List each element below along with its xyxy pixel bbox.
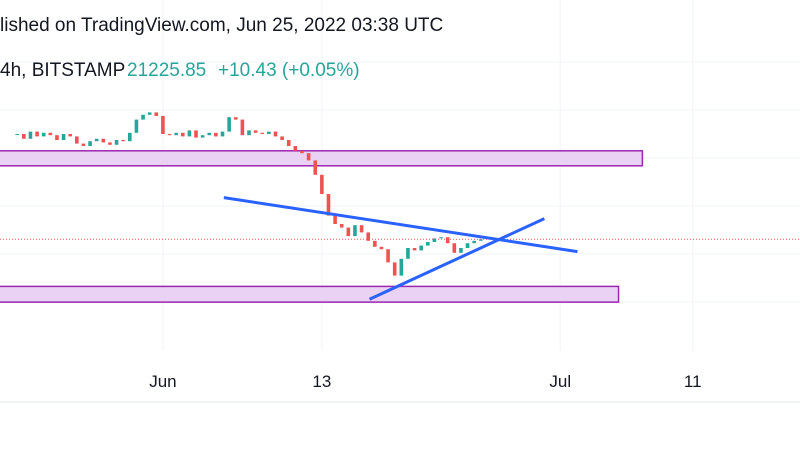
candle	[373, 240, 377, 247]
candle	[273, 131, 278, 137]
candle	[240, 119, 245, 136]
candle	[267, 131, 271, 134]
candle	[366, 232, 371, 241]
candle	[399, 258, 404, 276]
candle	[260, 132, 265, 134]
candle	[108, 142, 112, 145]
candle	[61, 134, 66, 140]
candle	[392, 262, 397, 276]
candle	[194, 130, 198, 138]
candle	[15, 134, 20, 135]
candle	[406, 248, 410, 259]
candle	[141, 114, 145, 120]
candle	[214, 132, 218, 137]
candle	[253, 130, 258, 133]
candle	[121, 140, 125, 142]
candle	[55, 135, 59, 140]
candle	[432, 238, 437, 242]
candle	[247, 130, 251, 136]
symbol: 4h, BITSTAMP	[0, 60, 125, 81]
candle	[346, 227, 351, 236]
candle	[81, 143, 86, 146]
candle	[379, 246, 384, 250]
candle	[227, 117, 231, 132]
price-change: +10.43 (+0.05%)	[218, 60, 360, 81]
candle	[359, 225, 364, 233]
candle	[300, 150, 304, 154]
candle	[207, 132, 212, 136]
candle	[28, 131, 33, 139]
candle	[180, 132, 185, 137]
candle	[233, 117, 238, 120]
trend-line	[368, 217, 545, 301]
zone	[0, 150, 644, 167]
candle	[445, 237, 450, 244]
candle	[101, 138, 106, 143]
candle	[167, 134, 172, 136]
candle	[320, 174, 324, 194]
candle	[472, 240, 476, 244]
candle	[333, 215, 337, 224]
candle	[306, 153, 311, 161]
candle	[48, 132, 53, 136]
candle	[187, 130, 192, 137]
x-tick-label: Jun	[149, 372, 176, 391]
candle	[200, 135, 205, 138]
candle	[68, 134, 72, 137]
candle	[88, 141, 92, 146]
candle	[412, 248, 417, 251]
candle	[147, 112, 152, 115]
candle	[419, 245, 423, 251]
trend-line	[223, 196, 578, 254]
candle	[326, 194, 331, 216]
candle	[154, 112, 159, 116]
candle	[35, 131, 39, 137]
zone	[0, 285, 620, 303]
x-tick-label: Jul	[549, 372, 571, 391]
candle	[478, 239, 483, 241]
publish-header: lished on TradingView.com, Jun 25, 2022 …	[0, 15, 443, 36]
candle	[339, 224, 344, 228]
candle	[459, 248, 463, 253]
candle	[293, 146, 298, 151]
last-price: 21225.85	[127, 60, 206, 81]
candle	[280, 136, 284, 140]
candle	[452, 243, 457, 253]
candle	[114, 140, 119, 145]
x-tick-label: 13	[312, 372, 331, 391]
candle	[128, 132, 132, 142]
candle	[161, 116, 165, 134]
candle	[22, 134, 26, 139]
candle	[174, 132, 178, 136]
candle	[286, 140, 291, 146]
candle	[465, 243, 470, 248]
candle	[41, 132, 46, 137]
candle	[220, 131, 225, 137]
candle	[75, 136, 79, 144]
candle	[313, 160, 318, 175]
candle	[353, 225, 357, 236]
candle	[426, 242, 430, 246]
candle	[134, 119, 139, 133]
candle	[439, 237, 443, 239]
candle	[386, 249, 390, 263]
x-tick-label: 11	[684, 372, 702, 391]
candle	[94, 138, 99, 142]
